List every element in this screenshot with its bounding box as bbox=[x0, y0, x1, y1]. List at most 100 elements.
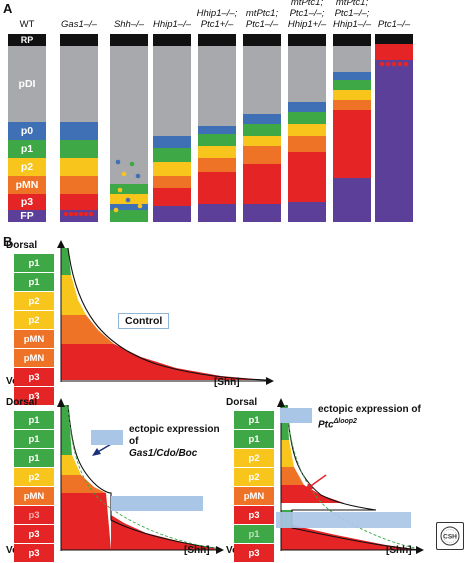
cell-dot bbox=[360, 133, 366, 139]
domain-p1 bbox=[8, 140, 46, 158]
domain-FP bbox=[375, 60, 413, 222]
domain-p2 bbox=[198, 146, 236, 158]
intermixed-cells bbox=[113, 159, 143, 219]
cell-dot bbox=[344, 153, 350, 159]
domain-p1 bbox=[110, 210, 148, 222]
csh-logo: CSH bbox=[436, 522, 464, 550]
column-label-5-label2: Ptc1–/– bbox=[245, 19, 279, 30]
cell-dot bbox=[340, 163, 346, 169]
domain-pDI bbox=[288, 46, 326, 102]
column-label-2-label: Shh–/– bbox=[113, 19, 145, 30]
gas1-legend-swatch bbox=[91, 430, 123, 445]
wt-domain-label-p3: p3 bbox=[20, 196, 34, 208]
cell-dot bbox=[336, 153, 342, 159]
cell-dot bbox=[356, 123, 362, 129]
cell-dot bbox=[336, 133, 342, 139]
domain-p1 bbox=[60, 140, 98, 158]
ptc-legend-line1: ectopic expression of bbox=[318, 404, 421, 415]
ptc-legend-line2: Ptc bbox=[318, 419, 334, 431]
cell-dot bbox=[356, 143, 362, 149]
column-label-4-label: Hhip1–/–; bbox=[196, 8, 238, 19]
cell-dot bbox=[379, 61, 385, 67]
control-band-7: p3 bbox=[14, 387, 54, 406]
ptc-legend-line2-wrap: PtcΔloop2 bbox=[318, 416, 421, 431]
domain-RP bbox=[198, 34, 236, 46]
domain-RP bbox=[60, 34, 98, 46]
domain-p3 bbox=[243, 164, 281, 204]
cell-dot bbox=[113, 207, 119, 213]
gas1-dorsal-label: Dorsal bbox=[6, 397, 38, 408]
cell-dot bbox=[352, 153, 358, 159]
cell-dot bbox=[352, 133, 358, 139]
cell-dot bbox=[391, 61, 397, 67]
cell-dot bbox=[63, 211, 69, 217]
column-label-4-label2: Ptc1+/– bbox=[200, 19, 234, 30]
gas1-band-1: p1 bbox=[14, 430, 54, 449]
neural-tube-bar-1 bbox=[60, 34, 98, 222]
control-band-5: pMN bbox=[14, 349, 54, 368]
cell-dot bbox=[135, 173, 141, 179]
ptc-band-3: p2 bbox=[234, 468, 274, 487]
cell-dot bbox=[88, 211, 94, 217]
neural-tube-bar-3 bbox=[153, 34, 191, 222]
gas1-band-6: p3 bbox=[14, 525, 54, 544]
ptc-dorsal-label: Dorsal bbox=[226, 397, 258, 408]
domain-pMN bbox=[288, 136, 326, 152]
column-label-3: Hhip1–/– bbox=[147, 19, 197, 30]
wt-domain-label-pMN: pMN bbox=[15, 179, 39, 191]
cell-dot bbox=[348, 123, 354, 129]
wt-domain-label-p2: p2 bbox=[20, 161, 34, 173]
domain-p1 bbox=[288, 112, 326, 124]
column-label-4: Hhip1–/–; Ptc1+/– bbox=[192, 8, 242, 30]
domain-FP bbox=[243, 204, 281, 222]
domain-p3 bbox=[8, 194, 46, 210]
control-band-1: p1 bbox=[14, 273, 54, 292]
domain-pDI bbox=[198, 46, 236, 126]
control-band-4: pMN bbox=[14, 330, 54, 349]
intermixed-cells bbox=[376, 51, 412, 67]
domain-p1 bbox=[243, 124, 281, 136]
domain-pDI bbox=[8, 46, 46, 122]
domain-p1 bbox=[198, 134, 236, 146]
control-band-2: p2 bbox=[14, 292, 54, 311]
cell-dot bbox=[125, 197, 131, 203]
domain-RP bbox=[110, 34, 148, 46]
column-label-7-label3: Hhip1–/– bbox=[332, 19, 372, 30]
column-label-0-label: WT bbox=[19, 19, 35, 30]
neural-tube-bar-0: RP pDI p0 p1 p2 pMN p3 FP bbox=[8, 34, 46, 222]
domain-p2 bbox=[153, 162, 191, 176]
cell-dot bbox=[129, 161, 135, 167]
gas1-legend-text: ectopic expression of Gas1/Cdo/Boc bbox=[129, 424, 226, 460]
wt-domain-label-pDI: pDI bbox=[18, 78, 36, 90]
gas1-band-3: p2 bbox=[14, 468, 54, 487]
ptc-legend-text: ectopic expression of PtcΔloop2 bbox=[318, 404, 421, 431]
column-label-3-label: Hhip1–/– bbox=[152, 19, 192, 30]
cell-dot bbox=[68, 211, 74, 217]
cell-dot bbox=[78, 211, 84, 217]
cell-dot bbox=[397, 61, 403, 67]
column-label-6: mtPtc1; Ptc1–/–; Hhip1+/– bbox=[282, 0, 332, 30]
cell-dot bbox=[117, 187, 123, 193]
column-label-6-label: mtPtc1; bbox=[290, 0, 324, 8]
ptc-band-0: p1 bbox=[234, 411, 274, 430]
cell-dot bbox=[364, 123, 370, 129]
domain-p0 bbox=[243, 114, 281, 124]
domain-pDI bbox=[60, 46, 98, 122]
wt-domain-label-RP: RP bbox=[20, 35, 34, 45]
cell-dot bbox=[348, 163, 354, 169]
cell-dot bbox=[400, 51, 406, 57]
control-plot bbox=[57, 240, 274, 385]
cell-dot bbox=[376, 51, 382, 57]
domain-FP bbox=[153, 206, 191, 222]
panel-b-letter: B bbox=[3, 234, 13, 249]
column-label-0: WT bbox=[2, 19, 52, 30]
gas1-shh-label: [Shh] bbox=[184, 545, 210, 556]
gas1-band-2: p1 bbox=[14, 449, 54, 468]
gas1-band-4: pMN bbox=[14, 487, 54, 506]
column-label-8-label: Ptc1–/– bbox=[377, 19, 411, 30]
cell-dot bbox=[388, 51, 394, 57]
cell-dot bbox=[403, 61, 409, 67]
control-shh-label: [Shh] bbox=[214, 377, 240, 388]
cell-dot bbox=[364, 163, 370, 169]
domain-RP bbox=[375, 34, 413, 44]
